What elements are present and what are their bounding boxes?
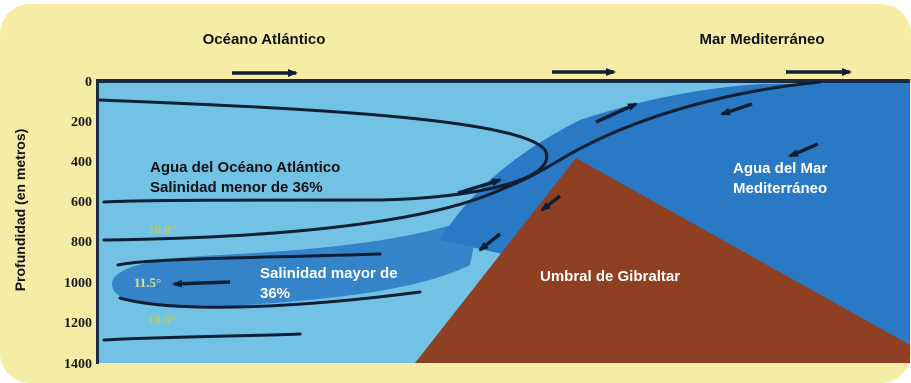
depth-axis-line — [96, 79, 99, 364]
tick-400: 400 — [71, 155, 92, 170]
atlantic-water-label-line2: Salinidad menor de 36% — [150, 179, 323, 196]
med-return-arrow-1 — [720, 102, 753, 116]
surface-line — [98, 79, 910, 83]
outflow-core-arrow — [172, 279, 231, 288]
tick-0: 0 — [85, 75, 92, 90]
tick-200: 200 — [71, 115, 92, 130]
med-water-label-line2: Mediterráneo — [733, 180, 827, 197]
tick-800: 800 — [71, 235, 92, 250]
higher-salinity-label-line1: Salinidad mayor de — [260, 265, 398, 282]
mediterranean-title: Mar Mediterráneo — [699, 31, 824, 48]
interface-line — [102, 80, 822, 242]
upper-strait-arrow — [595, 102, 638, 124]
tick-1400: 1400 — [64, 357, 92, 372]
higher-salinity-label-line2: 36% — [260, 285, 290, 302]
gibraltar-sill — [415, 158, 910, 363]
sill-label: Umbral de Gibraltar — [540, 268, 680, 285]
tick-1200: 1200 — [64, 316, 92, 331]
tick-600: 600 — [71, 195, 92, 210]
strait-interface-arrow — [540, 194, 562, 212]
isotherm-upper-label: 10.0° — [148, 222, 176, 237]
atlantic-title: Océano Atlántico — [203, 31, 326, 48]
y-axis-label: Profundidad (en metros) — [12, 129, 28, 292]
y-axis-ticks: 0 200 400 600 800 1000 1200 1400 — [64, 75, 92, 372]
outflow-arrow-1 — [478, 232, 502, 252]
tongue-lower-line — [118, 290, 422, 309]
deep-line — [102, 332, 302, 342]
atlantic-water-label-line1: Agua del Océano Atlántico — [150, 159, 340, 176]
med-return-arrow-2 — [788, 142, 819, 158]
inflow-arrow — [457, 178, 502, 195]
isotherm-lower-label: 10.0° — [148, 312, 176, 327]
tongue-upper-line — [116, 252, 382, 267]
med-water-label-line1: Agua del Mar — [733, 160, 827, 177]
isotherm-core-label: 11.5° — [134, 275, 161, 290]
tick-1000: 1000 — [64, 276, 92, 291]
